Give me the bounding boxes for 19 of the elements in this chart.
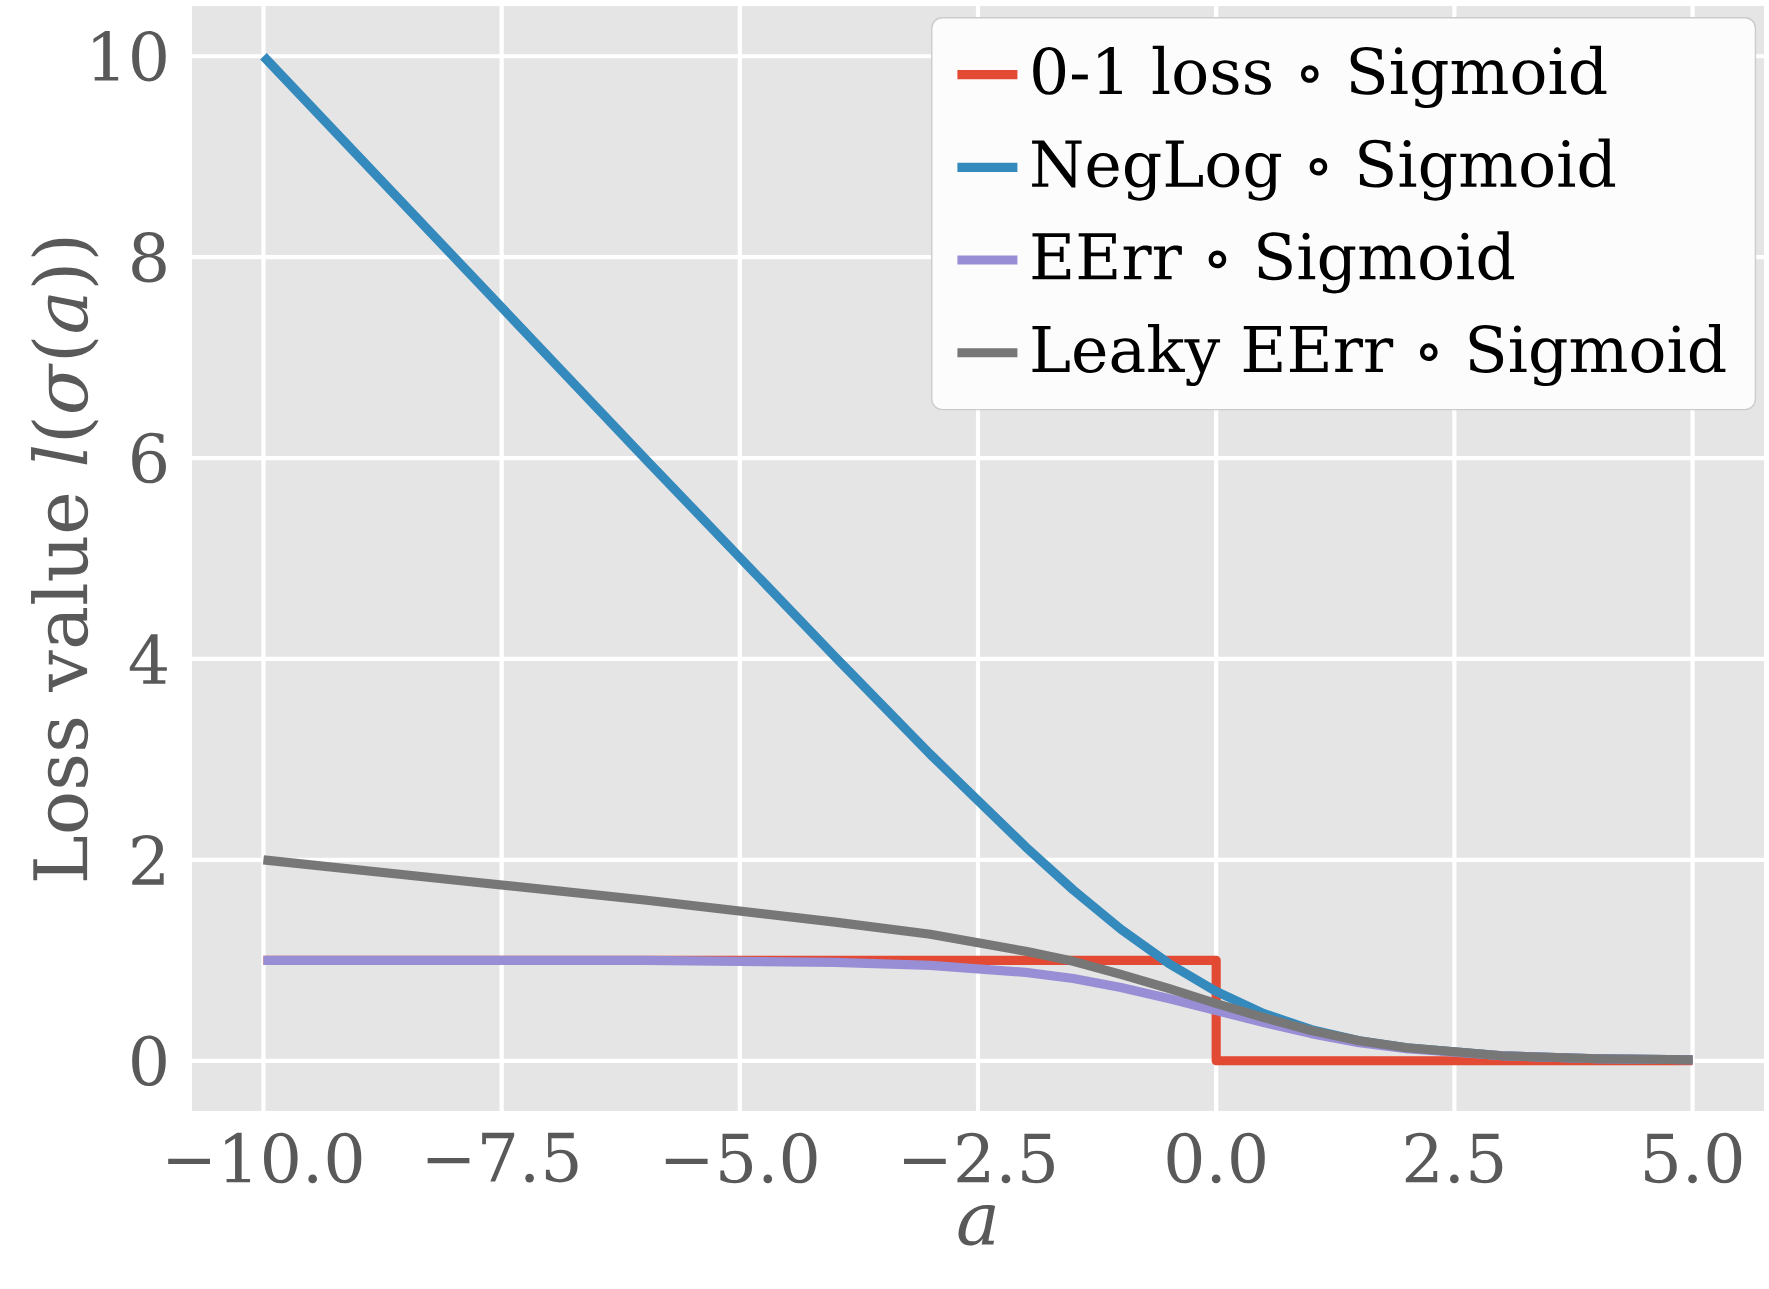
legend-label: EErr ∘ Sigmoid — [1032, 231, 1515, 294]
x-tick-label: 0.0 — [1167, 1132, 1265, 1184]
x-tick-label: −5.0 — [665, 1132, 817, 1184]
x-tick-label: 5.0 — [1645, 1132, 1742, 1184]
y-tick-label: 10 — [93, 30, 166, 82]
x-tick-label: −2.5 — [903, 1132, 1054, 1184]
x-axis-title: a — [958, 1205, 996, 1246]
x-tick-label: −10.0 — [168, 1132, 362, 1184]
y-tick-label: 8 — [132, 231, 166, 283]
y-tick-label: 4 — [129, 634, 167, 684]
legend-label: 0-1 loss ∘ Sigmoid — [1033, 45, 1607, 108]
legend-label: Leaky EErr ∘ Sigmoid — [1032, 323, 1726, 387]
x-tick-label: −7.5 — [427, 1132, 578, 1183]
legend-label: NegLog ∘ Sigmoid — [1032, 138, 1616, 201]
y-tick-label: 2 — [132, 835, 164, 885]
y-tick-label: 0 — [132, 1035, 166, 1087]
y-axis-title: Loss value l(σ(a)) — [31, 238, 99, 881]
x-tick-label: 2.5 — [1405, 1132, 1503, 1184]
y-tick-label: 6 — [132, 432, 166, 484]
